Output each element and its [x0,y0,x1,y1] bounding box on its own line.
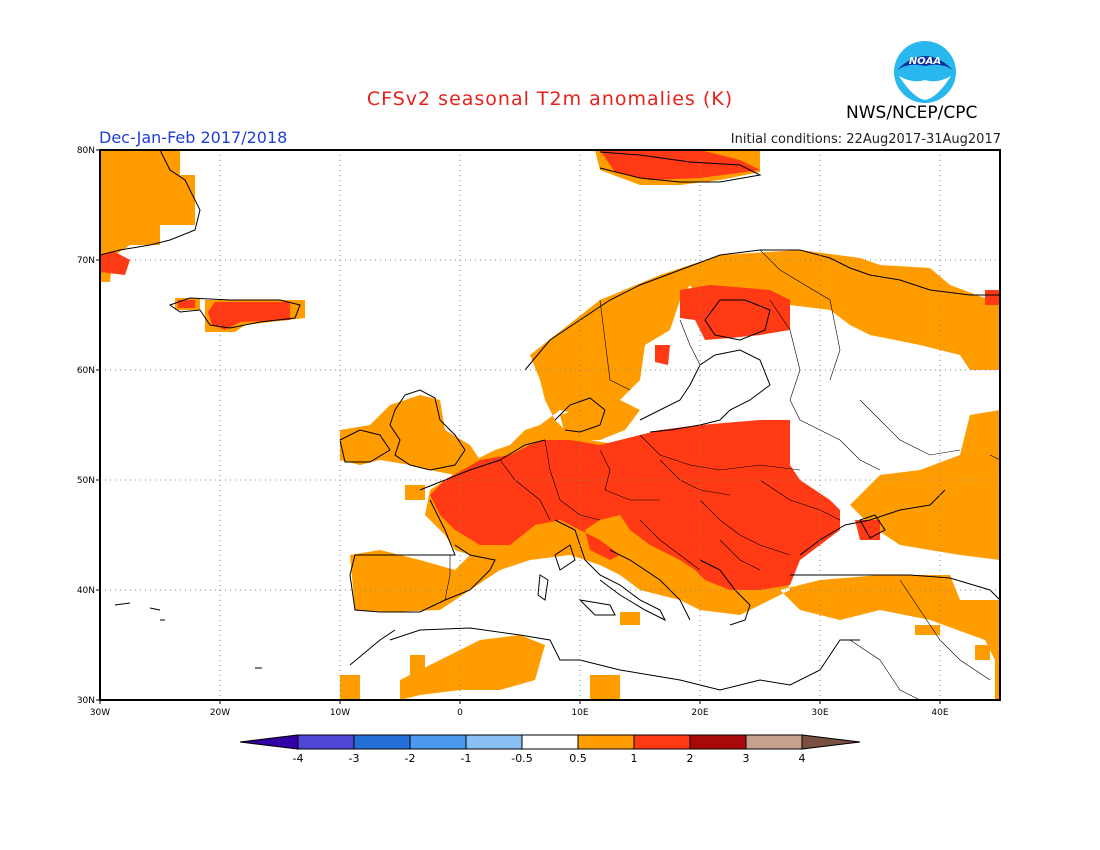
lon-tick-label: 10E [571,708,588,718]
lat-tick-label: 30N [77,696,95,706]
lat-tick-label: 50N [77,476,95,486]
lon-tick-label: 10W [330,708,350,718]
latitude-axis: 30N 40N 50N 60N 70N 80N [77,146,100,706]
coastlines [100,150,1000,691]
lon-tick-label: 30E [811,708,828,718]
graticule [100,150,1000,700]
lon-tick-label: 40E [931,708,948,718]
initial-conditions-label: Initial conditions: 22Aug2017-31Aug2017 [730,132,1001,147]
anomaly-band-1-to-2 [100,150,1000,590]
svg-text:NOAA: NOAA [909,56,941,67]
lat-tick-label: 70N [77,256,95,266]
lon-tick-label: 20E [691,708,708,718]
map-frame [99,149,1001,701]
noaa-logo: NOAA [894,41,956,103]
lon-tick-label: 30W [90,708,110,718]
lat-tick-label: 60N [77,366,95,376]
longitude-axis: 30W 20W 10W 0 10E 20E 30E 40E [90,700,949,718]
lat-tick-label: 40N [77,586,95,596]
lon-tick-label: 0 [457,708,463,718]
lat-tick-label: 80N [77,146,95,156]
season-label: Dec-Jan-Feb 2017/2018 [99,128,288,147]
map-title: CFSv2 seasonal T2m anomalies (K) [366,88,734,110]
agency-label: NWS/NCEP/CPC [846,103,978,123]
lon-tick-label: 20W [210,708,230,718]
